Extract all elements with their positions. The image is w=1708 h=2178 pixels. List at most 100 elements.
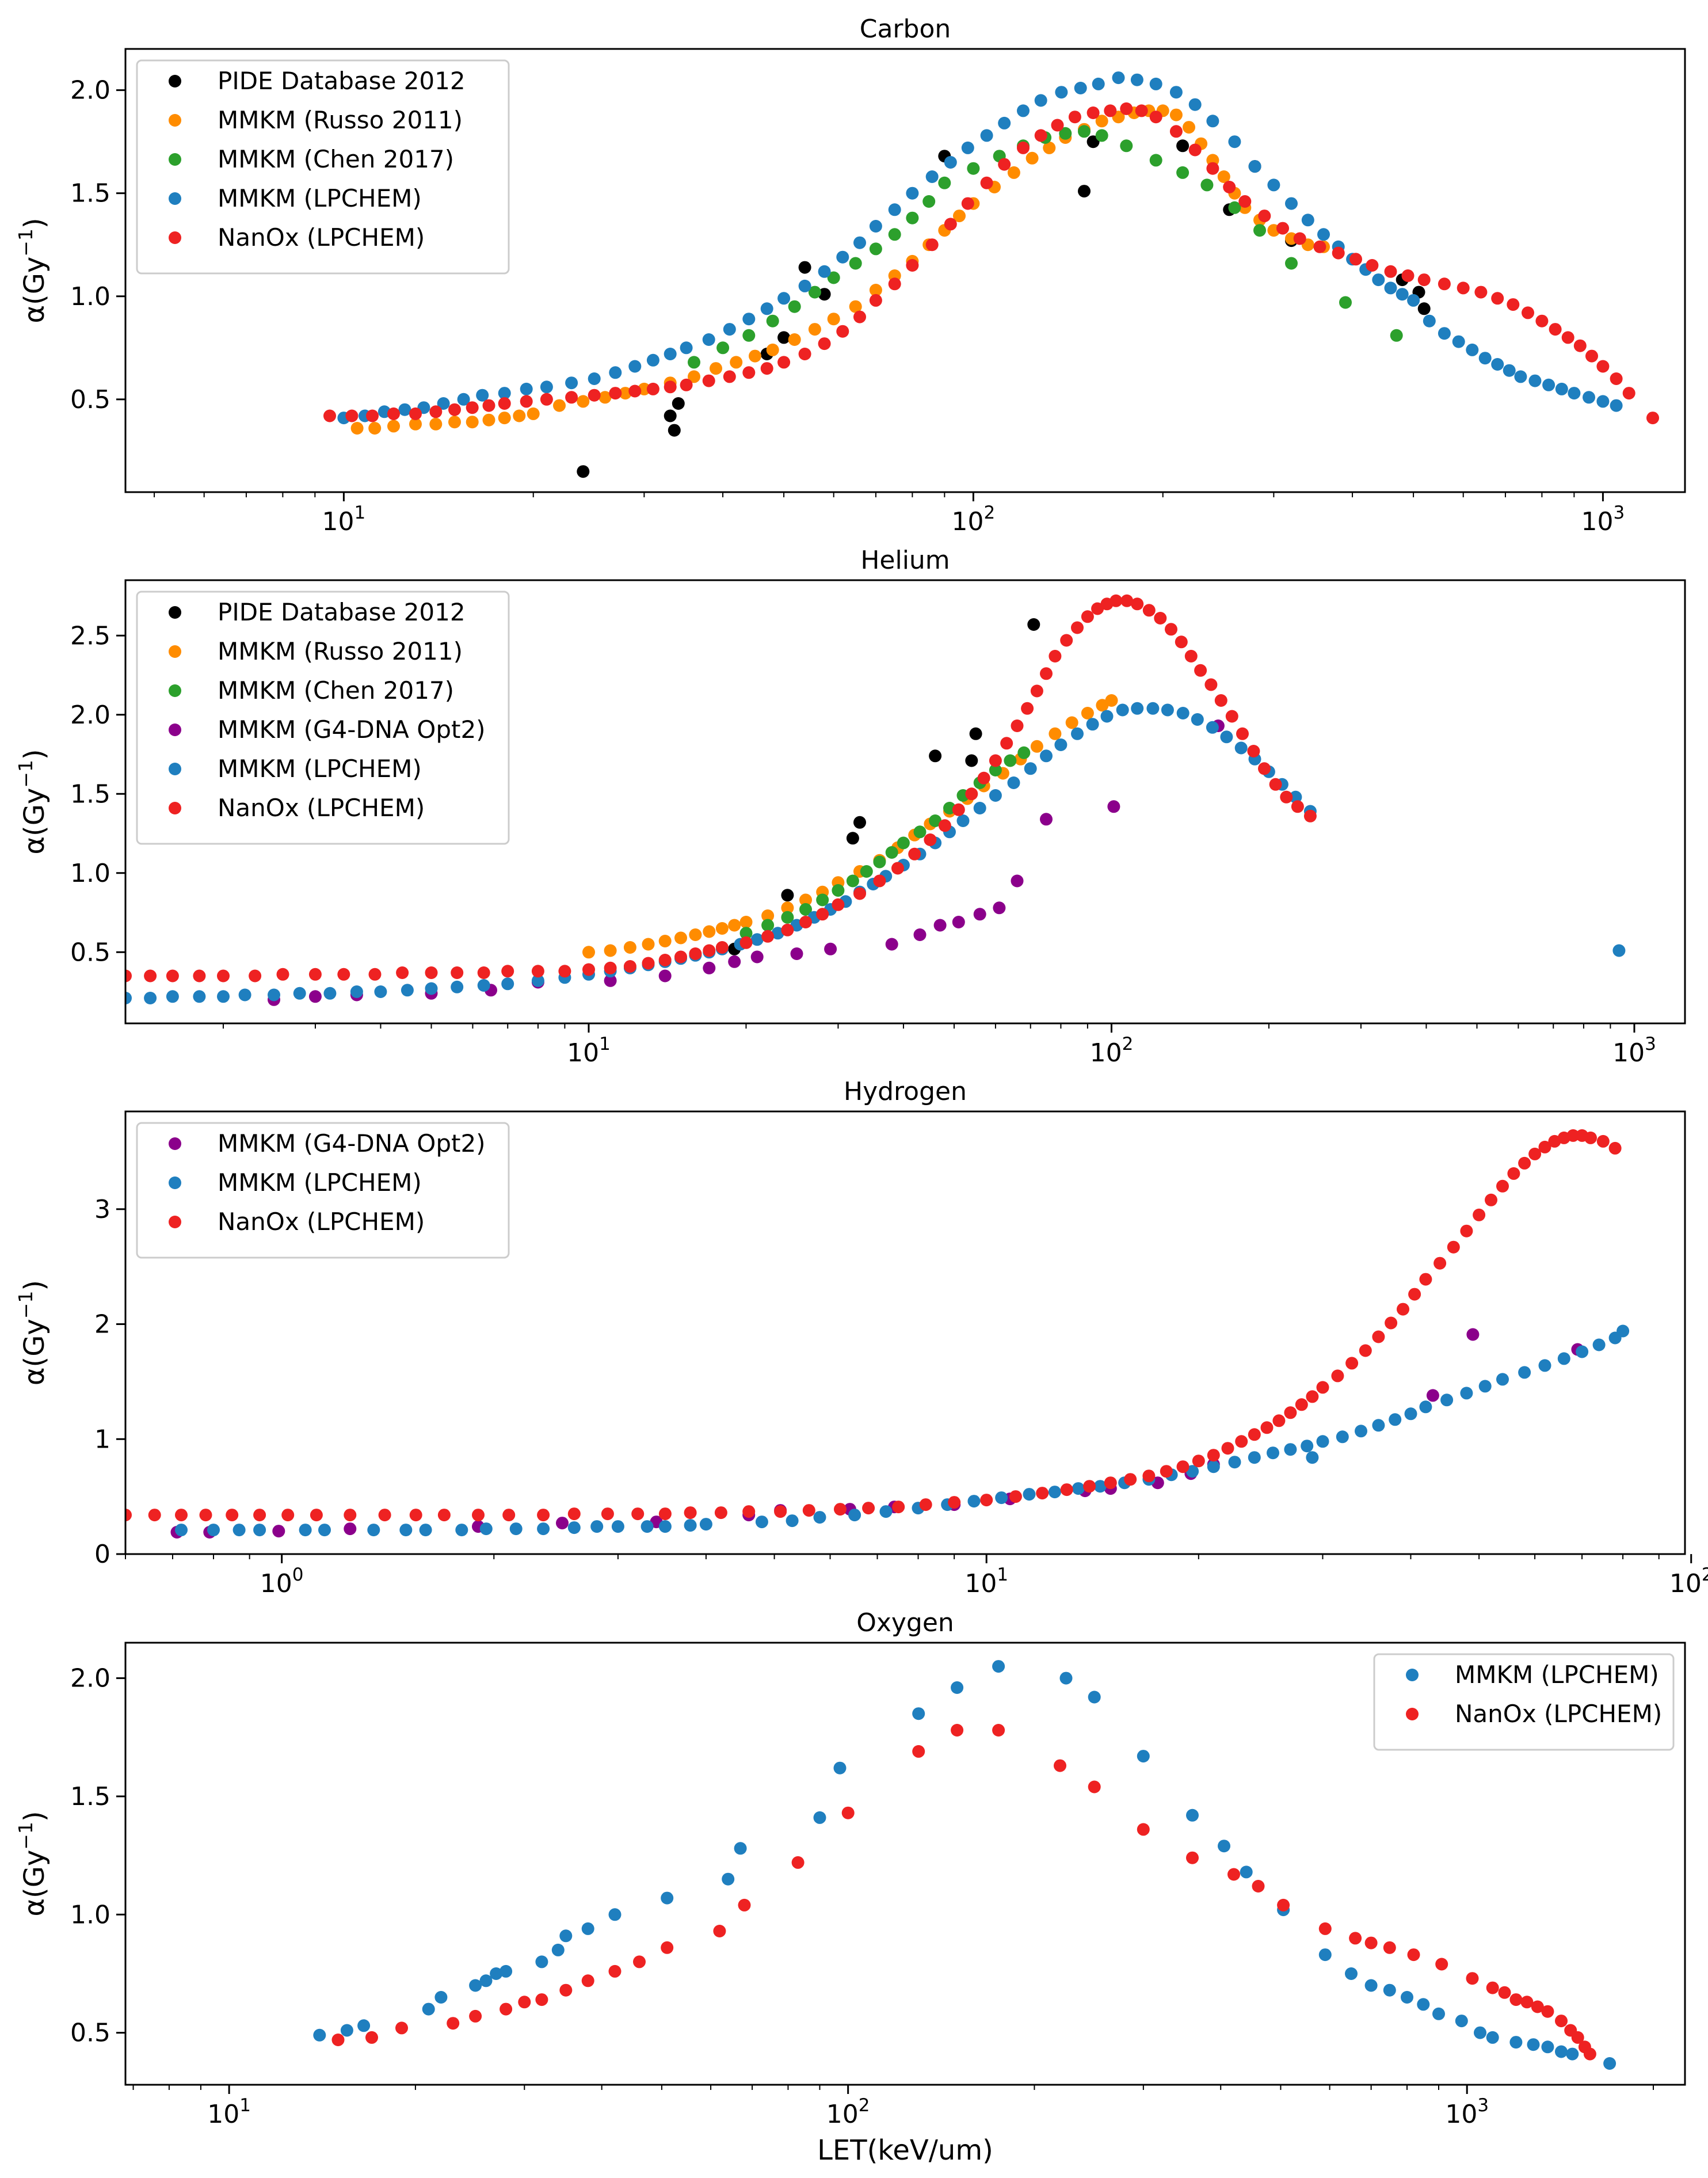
data-point xyxy=(919,1498,932,1511)
data-point xyxy=(888,228,901,241)
data-point xyxy=(1474,2026,1486,2039)
data-point xyxy=(951,1681,964,1694)
data-point xyxy=(366,409,379,422)
data-point xyxy=(1120,139,1133,153)
data-point xyxy=(531,974,544,987)
y-tick-label: 3 xyxy=(94,1195,110,1224)
data-point xyxy=(1272,1414,1286,1427)
data-point xyxy=(623,941,636,954)
data-point xyxy=(1555,2045,1568,2058)
data-point xyxy=(664,409,677,422)
data-point xyxy=(144,969,157,983)
data-point xyxy=(1295,1398,1308,1411)
legend-label: PIDE Database 2012 xyxy=(218,598,466,626)
data-point xyxy=(1092,77,1105,90)
data-point xyxy=(703,925,716,938)
legend-box xyxy=(136,591,510,845)
data-point xyxy=(808,323,821,336)
data-point xyxy=(869,284,882,296)
data-point xyxy=(1149,77,1162,90)
data-point xyxy=(1355,1425,1367,1438)
data-point xyxy=(933,919,947,932)
data-point xyxy=(728,955,741,968)
data-point xyxy=(469,2009,482,2023)
data-point xyxy=(1466,343,1479,356)
data-point xyxy=(1188,98,1202,111)
data-point xyxy=(1017,141,1030,154)
data-point xyxy=(1192,1454,1205,1468)
data-point xyxy=(989,764,1002,776)
data-point xyxy=(1276,222,1289,235)
data-point xyxy=(350,985,363,998)
data-point xyxy=(1217,170,1230,183)
data-point xyxy=(1228,1456,1241,1469)
data-point xyxy=(565,391,578,404)
data-point xyxy=(374,985,387,998)
data-point xyxy=(1401,1991,1413,2004)
data-point xyxy=(527,407,540,420)
data-point xyxy=(1518,1156,1531,1170)
data-point xyxy=(892,1501,905,1514)
data-point xyxy=(1507,1167,1520,1180)
data-point xyxy=(1160,1465,1173,1478)
data-point xyxy=(1188,143,1202,157)
data-point xyxy=(1269,778,1282,791)
data-point xyxy=(1345,1357,1359,1370)
data-point xyxy=(207,1524,220,1537)
legend-label: MMKM (G4-DNA Opt2) xyxy=(218,1129,486,1157)
data-point xyxy=(888,277,901,291)
data-point xyxy=(908,847,921,860)
panel-helium: Helium 101 102 103 0.5 1.0 1.5 2.0 2.5 α(Gy−1) PID… xyxy=(14,546,1686,1068)
data-point xyxy=(1007,776,1020,789)
data-point xyxy=(1236,727,1249,740)
data-point xyxy=(1535,314,1549,328)
data-point xyxy=(608,1908,622,1921)
data-point xyxy=(980,1494,993,1507)
data-point xyxy=(906,211,919,224)
data-point xyxy=(472,1509,485,1522)
data-point xyxy=(1176,707,1190,719)
data-point xyxy=(553,399,566,412)
data-point xyxy=(702,374,715,387)
data-point xyxy=(1186,1808,1199,1822)
data-point xyxy=(749,349,761,363)
data-point xyxy=(308,990,322,1003)
data-point xyxy=(340,2024,353,2037)
data-point xyxy=(1438,277,1451,291)
data-point xyxy=(1434,1256,1447,1270)
data-point xyxy=(1267,178,1280,192)
data-point xyxy=(1596,360,1610,373)
data-point xyxy=(1135,104,1148,117)
data-point xyxy=(1432,2007,1445,2020)
data-point xyxy=(1248,1451,1261,1464)
data-point xyxy=(1176,1460,1190,1473)
data-point xyxy=(1204,678,1218,691)
data-point xyxy=(869,220,882,233)
data-point xyxy=(537,1522,550,1536)
legend-label: PIDE Database 2012 xyxy=(218,67,466,95)
data-point xyxy=(1154,612,1167,625)
data-point xyxy=(1043,141,1056,154)
data-point xyxy=(781,923,794,936)
data-point xyxy=(1466,1972,1479,1985)
data-point xyxy=(344,1509,357,1522)
y-tick-label: 0 xyxy=(94,1540,110,1569)
data-point xyxy=(906,186,919,200)
data-point xyxy=(1359,1344,1372,1357)
data-point xyxy=(1065,716,1078,729)
data-point xyxy=(885,938,898,951)
y-tick-label: 0.5 xyxy=(70,2019,110,2048)
data-point xyxy=(664,380,677,394)
data-point xyxy=(1610,372,1623,385)
data-point xyxy=(791,1856,805,1869)
data-point xyxy=(1306,1451,1319,1464)
data-point xyxy=(608,1964,622,1978)
data-point xyxy=(1385,1316,1398,1330)
data-point xyxy=(786,1514,799,1528)
data-point xyxy=(1009,1490,1022,1503)
data-point xyxy=(841,1806,855,1819)
data-point xyxy=(674,931,687,945)
data-point xyxy=(609,387,622,400)
data-point xyxy=(969,727,982,740)
data-point xyxy=(680,378,693,391)
